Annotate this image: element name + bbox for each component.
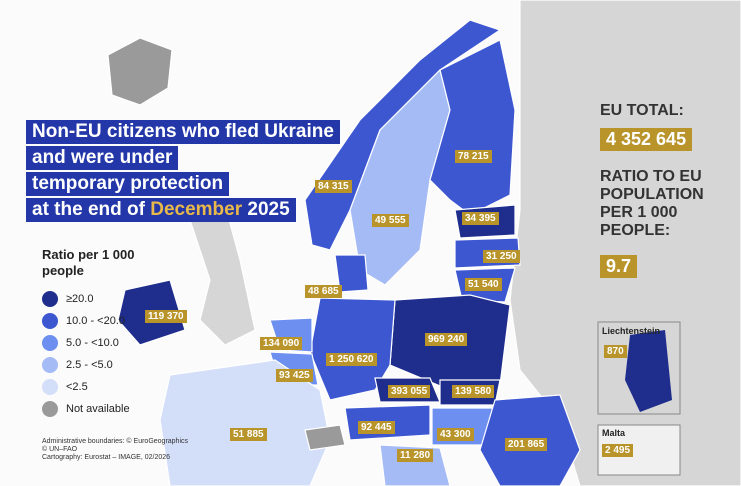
map-value-label: 93 425 [276, 369, 313, 382]
map-value-label: 34 395 [462, 212, 499, 225]
legend-item: ≥20.0 [42, 291, 93, 307]
denmark [334, 254, 369, 293]
ratio-label: RATIO TO EU POPULATION PER 1 000 PEOPLE: [600, 168, 704, 239]
map-value-label: 48 685 [305, 285, 342, 298]
eu-total-value: 4 352 645 [600, 128, 693, 151]
inset-value-label: 2 495 [602, 444, 634, 457]
map-value-label: 134 090 [260, 337, 303, 350]
ratio-value: 9.7 [600, 255, 638, 278]
credit-line: © UN–FAO [42, 446, 78, 453]
map-value-label: 78 215 [455, 150, 492, 163]
france [159, 359, 331, 486]
title-text: at the end of [32, 199, 145, 220]
legend-swatch [42, 379, 58, 395]
legend-item: 5.0 - <10.0 [42, 335, 119, 351]
legend-item: <2.5 [42, 379, 88, 395]
map-value-label: 92 445 [358, 421, 395, 434]
legend-swatch [42, 313, 58, 329]
credit-line: Administrative boundaries: © EuroGeograp… [42, 438, 189, 445]
legend-item: Not available [42, 401, 130, 417]
map-value-label: 969 240 [425, 333, 468, 346]
title-line: temporary protection [26, 172, 230, 196]
map-value-label: 393 055 [388, 385, 431, 398]
map-value-label: 139 580 [452, 385, 495, 398]
legend-label: 10.0 - <20.0 [66, 315, 126, 327]
map-value-label: 1 250 620 [326, 353, 377, 366]
map-value-label: 11 280 [397, 449, 434, 462]
title-line: at the end of December 2025 [26, 198, 296, 222]
legend-label: 5.0 - <10.0 [66, 337, 119, 349]
map-value-label: 119 370 [145, 310, 187, 323]
title-line: Non-EU citizens who fled Ukraine [26, 120, 340, 144]
map-value-label: 49 555 [372, 214, 409, 227]
legend-label: 2.5 - <5.0 [66, 359, 113, 371]
title-highlight: December [150, 199, 243, 220]
liechtenstein-shape [625, 330, 672, 412]
legend-label: Not available [66, 403, 130, 415]
map-value-label: 201 865 [505, 438, 548, 451]
countries [107, 0, 741, 486]
inset-value-label: 870 [604, 345, 627, 358]
switzerland [304, 424, 346, 451]
map-value-label: 84 315 [315, 180, 352, 193]
inset-malta [597, 424, 681, 476]
map-value-label: 51 540 [465, 278, 502, 291]
eu-total-label: EU TOTAL: [600, 102, 684, 119]
legend-item: 2.5 - <5.0 [42, 357, 113, 373]
map-value-label: 51 885 [230, 428, 267, 441]
legend-title: Ratio per 1 000 people [42, 247, 135, 278]
legend-item: 10.0 - <20.0 [42, 313, 125, 329]
legend-swatch [42, 335, 58, 351]
legend-swatch [42, 357, 58, 373]
map-value-label: 43 300 [437, 428, 474, 441]
title-line: and were under [26, 146, 179, 170]
credit-line: Cartography: Eurostat – IMAGE, 02/2026 [42, 454, 171, 461]
inset-title: Liechtenstein [602, 326, 661, 336]
legend-label: ≥20.0 [66, 293, 94, 305]
legend-label: <2.5 [66, 381, 88, 393]
map-value-label: 31 250 [483, 250, 520, 263]
legend-swatch [42, 401, 58, 417]
legend-swatch [42, 291, 58, 307]
inset-title: Malta [602, 428, 626, 438]
iceland [107, 37, 173, 106]
title-text: 2025 [247, 199, 290, 220]
